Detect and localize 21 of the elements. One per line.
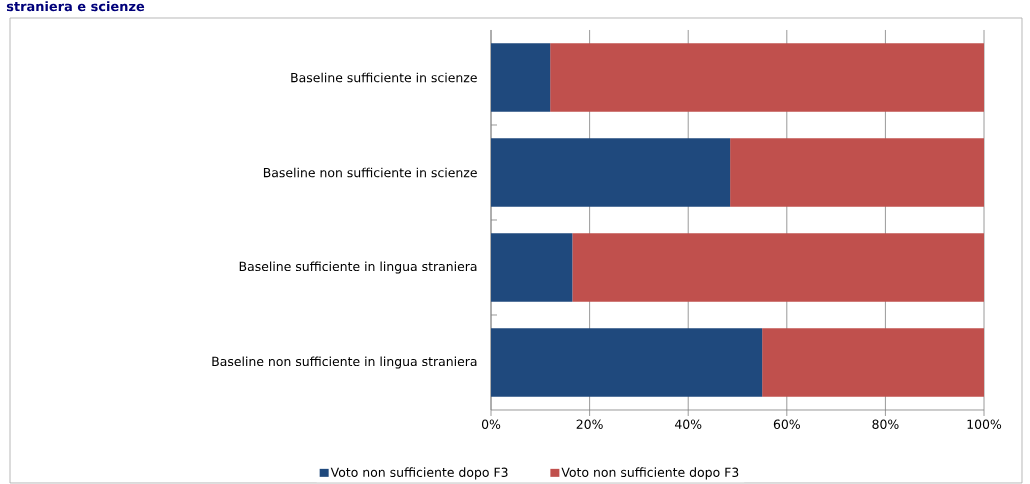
x-tick-label: 80%: [872, 419, 899, 429]
y-tick-label: Baseline non sufficiente in lingua straniera: [212, 356, 477, 369]
x-tick-label: 40%: [674, 419, 702, 429]
bar: [491, 233, 573, 302]
y-tick-label: Baseline sufficiente in lingua straniera: [239, 261, 477, 274]
y-tick-label: Baseline sufficiente in scienze: [291, 72, 477, 83]
bar: [491, 138, 731, 207]
bar: [730, 138, 985, 207]
bar: [572, 233, 985, 302]
bar: [762, 328, 985, 397]
text: straniera e scienze: [6, 1, 145, 12]
legend-label: Voto non sufficiente dopo F3: [561, 467, 739, 480]
bar: [491, 328, 763, 397]
x-tick-label: 60%: [773, 419, 800, 429]
y-tick-label: Baseline non sufficiente in scienze: [263, 167, 477, 178]
bar: [491, 43, 551, 112]
bar: [550, 43, 985, 112]
x-tick-label: 20%: [576, 419, 603, 429]
legend-label: Voto non sufficiente dopo F3: [330, 467, 508, 480]
x-tick-label: 0%: [481, 419, 501, 429]
x-tick-label: 100%: [967, 419, 1002, 429]
